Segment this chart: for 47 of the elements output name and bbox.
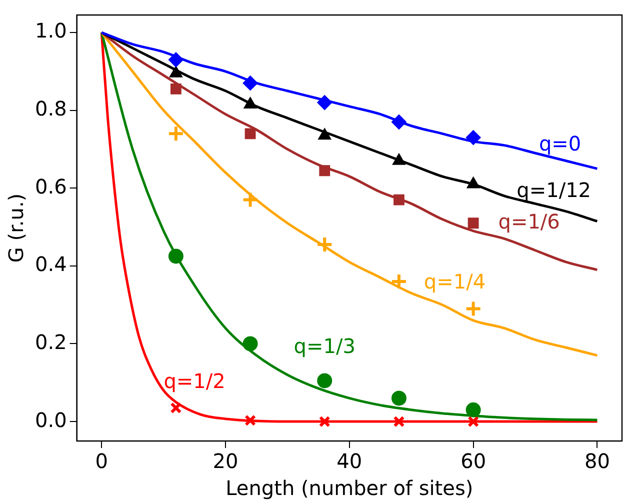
series-label: q=1/6	[498, 209, 560, 234]
point	[242, 191, 259, 208]
point	[390, 272, 408, 290]
point	[170, 83, 182, 94]
point	[466, 130, 481, 146]
point	[393, 416, 405, 428]
x-tick-label: 20	[212, 449, 238, 474]
series-label: q=1/3	[294, 334, 356, 358]
point	[464, 300, 482, 318]
point	[167, 125, 184, 142]
series-label: q=1/2	[164, 368, 226, 393]
series-label: q=0	[538, 132, 582, 156]
point	[466, 402, 481, 418]
point	[468, 416, 480, 428]
point	[244, 128, 256, 140]
y-tick-label: 0.4	[34, 252, 67, 276]
point	[391, 390, 406, 406]
point	[242, 336, 258, 352]
point	[242, 76, 258, 91]
y-tick-label: 0.2	[34, 330, 67, 354]
point	[391, 114, 406, 130]
point	[468, 218, 479, 229]
series-label: q=1/4	[424, 270, 486, 294]
point	[317, 373, 332, 388]
y-tick-label: 0.0	[34, 408, 67, 432]
line-series	[100, 31, 598, 272]
line-series	[100, 31, 598, 170]
y-tick-label: 1.0	[34, 18, 67, 43]
x-tick-label: 60	[460, 449, 486, 474]
point	[244, 414, 256, 426]
point	[319, 165, 330, 176]
x-tick-label: 0	[95, 449, 108, 474]
point	[168, 248, 184, 264]
point	[394, 194, 404, 206]
point	[168, 52, 184, 68]
point	[317, 95, 332, 110]
series-label: q=1/12	[516, 178, 592, 202]
point	[170, 402, 182, 414]
line-series	[100, 31, 598, 357]
point	[316, 236, 334, 254]
point	[318, 416, 330, 428]
y-tick-label: 0.6	[34, 174, 67, 198]
x-axis-title: Length (number of sites)	[226, 476, 474, 500]
x-tick-label: 80	[584, 449, 610, 474]
y-tick-label: 0.8	[34, 96, 67, 121]
y-axis-title: G (r.u.)	[4, 193, 28, 263]
x-tick-label: 40	[336, 449, 362, 474]
